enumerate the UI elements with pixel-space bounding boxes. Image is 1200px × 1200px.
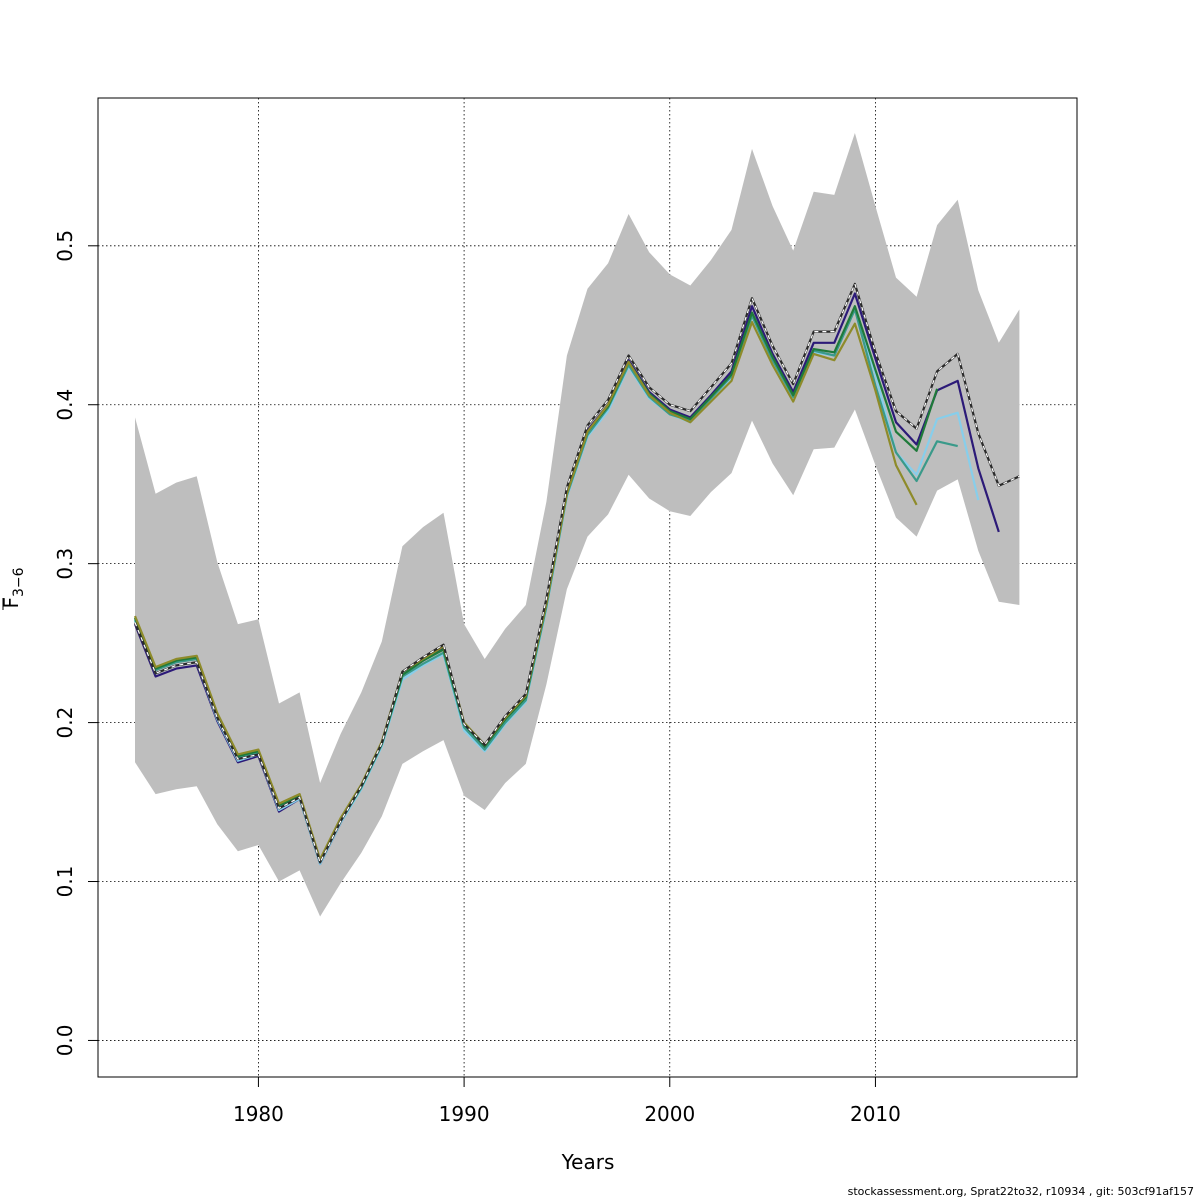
confidence-band [135,133,1020,917]
x-tick-label-1990: 1990 [439,1102,490,1126]
y-tick-label-2: 0.2 [53,707,77,739]
y-axis-title-main: F [0,597,23,609]
y-axis-title: F3−6 [0,567,27,610]
plot-frame [97,97,1078,1078]
y-tick-label-4: 0.4 [53,389,77,421]
y-axis: 0.0 0.1 0.2 0.3 0.4 0.5 [53,230,99,1056]
series-line-5-dash [134,282,1020,864]
x-axis: 1980 1990 2000 2010 [233,1076,901,1126]
x-tick-label-2000: 2000 [644,1102,695,1126]
x-tick-label-1980: 1980 [233,1102,284,1126]
grid-lines [98,98,1077,1077]
y-tick-label-0: 0.0 [53,1024,77,1056]
y-axis-title-subscript: 3−6 [11,567,27,597]
footer-credit: stockassessment.org, Sprat22to32, r10934… [847,1185,1194,1198]
svg-text:F3−6: F3−6 [0,567,27,608]
y-tick-label-3: 0.3 [53,548,77,580]
confidence-band-area [135,133,1020,917]
x-tick-label-2010: 2010 [850,1102,901,1126]
x-axis-title: Years [561,1150,615,1174]
y-tick-label-5: 0.5 [53,230,77,262]
series-lines [133,282,1020,866]
y-tick-label-1: 0.1 [53,866,77,898]
